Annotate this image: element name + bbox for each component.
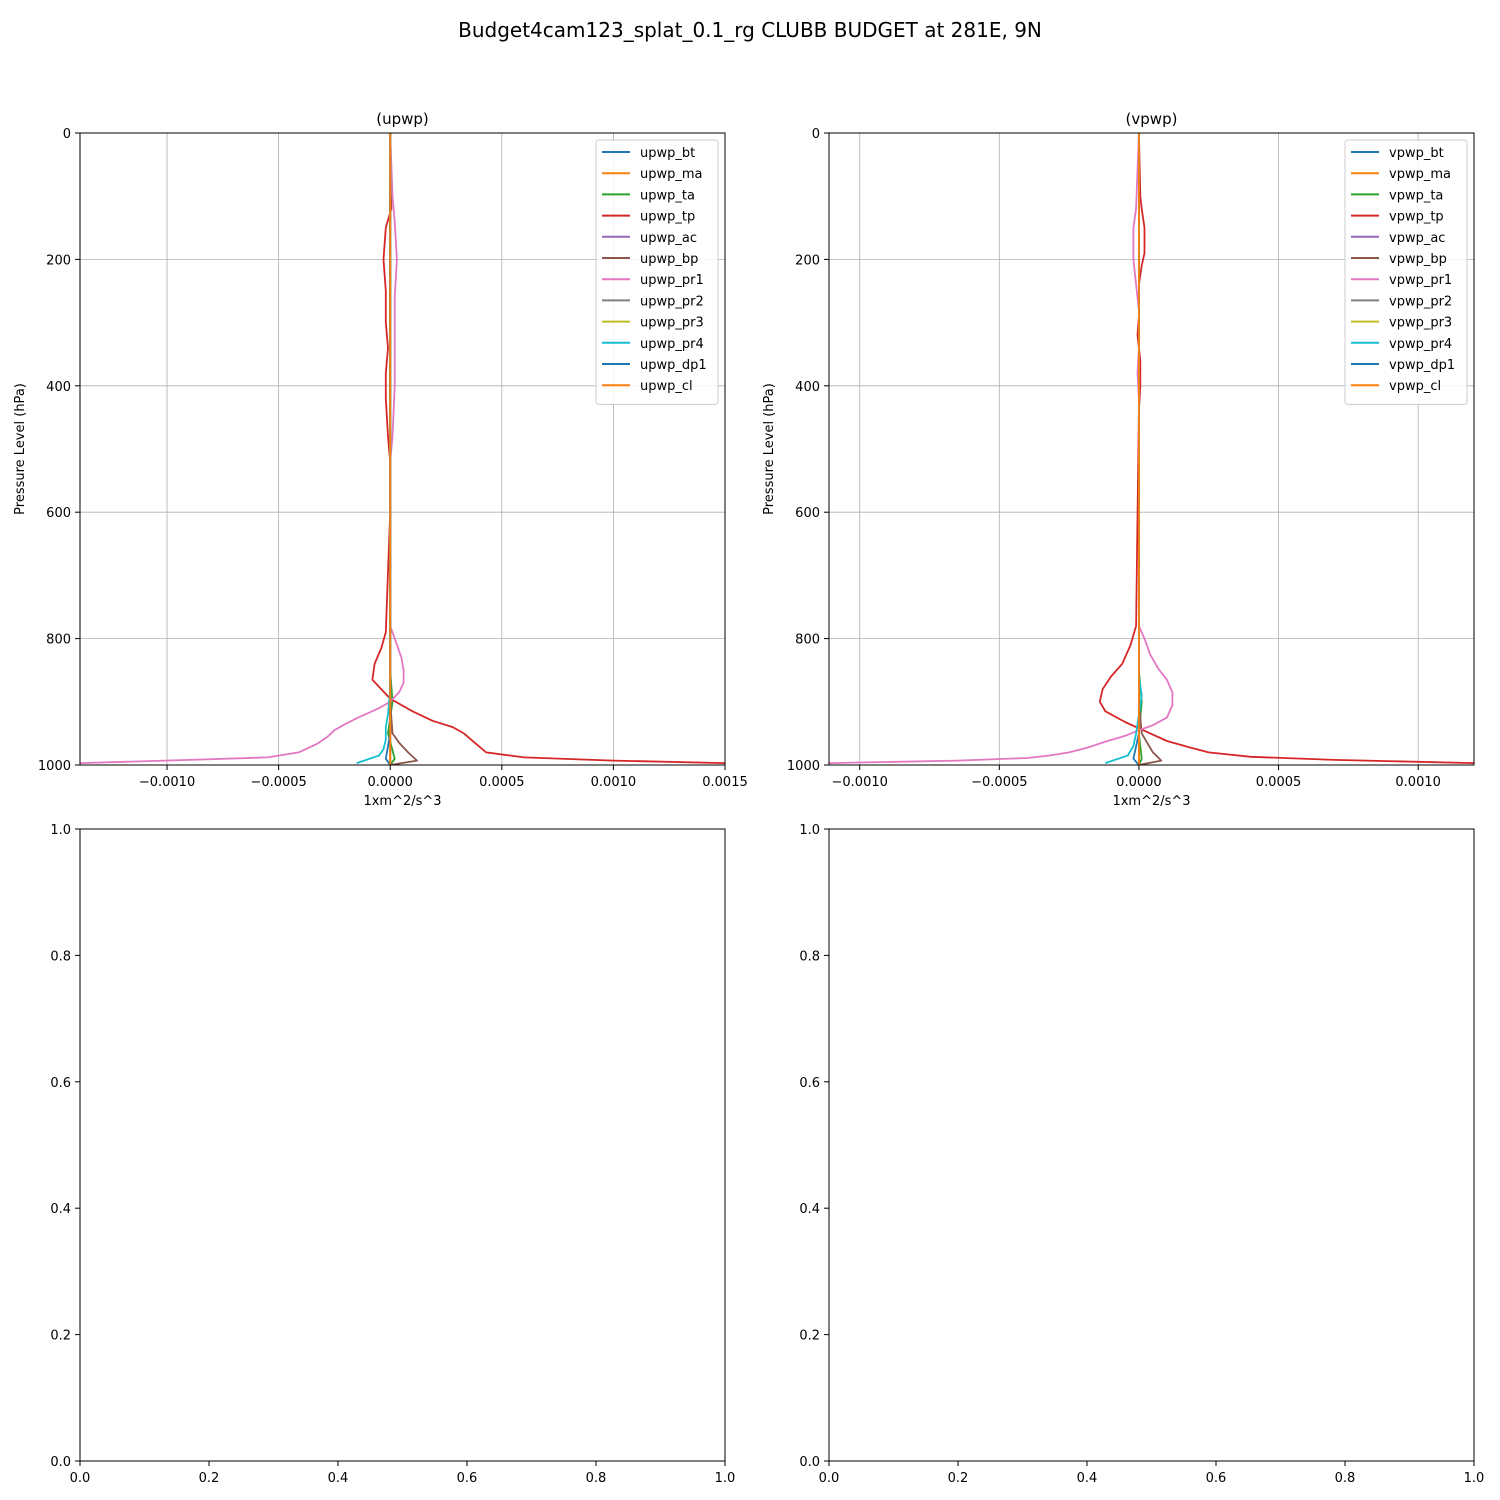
legend: upwp_bt upwp_ma upwp_ta upwp_tp upwp_ac upwp_…	[595, 139, 719, 405]
legend-label: vpwp_ma	[1389, 167, 1451, 182]
series-line-vpwp_pr1	[829, 133, 1174, 764]
series-line-upwp_pr1	[80, 133, 405, 764]
legend-label: upwp_pr3	[640, 316, 704, 331]
legend-label: vpwp_bp	[1389, 252, 1447, 267]
x-axis-label: 1xm^2/s^3	[1112, 794, 1190, 809]
y-tick-label: 0.6	[50, 1076, 71, 1091]
legend-label: upwp_dp1	[640, 358, 707, 373]
series-line-upwp_tp	[371, 133, 725, 764]
x-tick-label: 0.0015	[702, 775, 748, 790]
y-tick-label: 800	[795, 633, 820, 648]
x-tick-label: 1.0	[715, 1471, 736, 1486]
legend-label: upwp_pr1	[640, 273, 704, 288]
y-tick-label: 0.4	[50, 1202, 71, 1217]
legend-label: upwp_ac	[640, 231, 697, 246]
y-tick-label: 200	[795, 253, 820, 268]
legend-label: vpwp_pr1	[1389, 273, 1452, 288]
y-tick-label: 1.0	[50, 823, 71, 838]
legend-box	[1344, 139, 1468, 405]
x-tick-label: −0.0010	[832, 775, 888, 790]
series-group	[829, 133, 1474, 765]
axes-frame	[828, 132, 1475, 766]
legend-label: vpwp_cl	[1389, 379, 1441, 394]
x-tick-label: −0.0010	[139, 775, 195, 790]
axes-title: (vpwp)	[1126, 110, 1178, 128]
y-tick-label: 600	[795, 506, 820, 521]
axes-title: (upwp)	[376, 110, 429, 128]
y-axis-label: Pressure Level (hPa)	[13, 383, 28, 515]
legend-label: upwp_bt	[640, 146, 695, 161]
figure-title: Budget4cam123_splat_0.1_rg CLUBB BUDGET …	[458, 18, 1042, 42]
legend-label: upwp_cl	[640, 379, 693, 394]
y-tick-label: 0.0	[799, 1455, 820, 1470]
y-tick-label: 400	[46, 380, 71, 395]
y-tick-label: 400	[795, 380, 820, 395]
x-tick-label: 0.0000	[1116, 775, 1162, 790]
y-tick-label: 0.4	[799, 1202, 820, 1217]
y-tick-label: 0	[63, 127, 71, 142]
x-tick-label: 0.0	[819, 1471, 840, 1486]
y-tick-label: 0.0	[50, 1455, 71, 1470]
x-tick-label: 0.0005	[1256, 775, 1302, 790]
y-tick-label: 0.6	[799, 1076, 820, 1091]
legend: vpwp_bt vpwp_ma vpwp_ta vpwp_tp vpwp_ac vpwp_…	[1344, 139, 1468, 405]
legend-label: vpwp_tp	[1389, 210, 1444, 225]
x-tick-label: −0.0005	[971, 775, 1027, 790]
legend-label: upwp_pr4	[640, 337, 704, 352]
x-tick-label: 0.2	[948, 1471, 969, 1486]
y-tick-label: 0.8	[799, 949, 820, 964]
x-tick-label: 0.4	[1077, 1471, 1098, 1486]
panel-vpwp: −0.0010 −0.0005 0.0000 0.0005 0.0010 0 200 400 6…	[762, 110, 1475, 809]
x-tick-label: 0.0010	[591, 775, 637, 790]
legend-label: vpwp_bt	[1389, 146, 1444, 161]
x-tick-label: 0.6	[457, 1471, 478, 1486]
x-tick-label: 0.8	[1335, 1471, 1356, 1486]
legend-label: vpwp_dp1	[1389, 358, 1455, 373]
legend-label: vpwp_ta	[1389, 188, 1443, 203]
legend-label: vpwp_pr4	[1389, 337, 1452, 352]
y-tick-label: 1000	[787, 759, 820, 774]
x-tick-label: 0.2	[199, 1471, 220, 1486]
axes-frame	[79, 828, 726, 1462]
y-tick-label: 600	[46, 506, 71, 521]
y-tick-label: 1000	[38, 759, 71, 774]
legend-label: upwp_ma	[640, 167, 703, 182]
x-tick-label: 0.8	[586, 1471, 607, 1486]
x-tick-label: −0.0005	[250, 775, 306, 790]
y-axis-label: Pressure Level (hPa)	[762, 383, 777, 515]
x-tick-label: 0.0005	[479, 775, 525, 790]
x-tick-label: 1.0	[1464, 1471, 1485, 1486]
x-tick-label: 0.0000	[367, 775, 413, 790]
y-tick-label: 200	[46, 253, 71, 268]
y-tick-label: 1.0	[799, 823, 820, 838]
legend-label: vpwp_pr3	[1389, 316, 1452, 331]
panel-empty-bottom-left: 0.0 0.2 0.4 0.6 0.8 1.0 0.0 0.2 0.4 0.6 0.8 1.0	[50, 823, 735, 1486]
legend-label: upwp_bp	[640, 252, 698, 267]
series-line-vpwp_tp	[1098, 133, 1474, 764]
legend-box	[595, 139, 719, 405]
x-tick-label: 0.0010	[1395, 775, 1441, 790]
y-tick-label: 0.8	[50, 949, 71, 964]
y-tick-label: 0.2	[799, 1329, 820, 1344]
legend-label: upwp_pr2	[640, 294, 704, 309]
y-tick-label: 0.2	[50, 1329, 71, 1344]
y-tick-label: 0	[812, 127, 820, 142]
x-tick-label: 0.0	[70, 1471, 91, 1486]
axes-frame	[828, 828, 1475, 1462]
legend-label: upwp_tp	[640, 210, 695, 225]
legend-label: vpwp_ac	[1389, 231, 1445, 246]
panel-upwp: −0.0010 −0.0005 0.0000 0.0005 0.0010 0.0015 0 2…	[13, 110, 748, 809]
y-tick-label: 800	[46, 633, 71, 648]
axes-frame	[79, 132, 726, 766]
legend-label: upwp_ta	[640, 188, 695, 203]
panel-empty-bottom-right: 0.0 0.2 0.4 0.6 0.8 1.0 0.0 0.2 0.4 0.6 0.8 1.0	[799, 823, 1484, 1486]
series-group	[80, 133, 725, 765]
x-tick-label: 0.4	[328, 1471, 349, 1486]
x-tick-label: 0.6	[1206, 1471, 1227, 1486]
x-axis-label: 1xm^2/s^3	[363, 794, 441, 809]
legend-label: vpwp_pr2	[1389, 294, 1452, 309]
